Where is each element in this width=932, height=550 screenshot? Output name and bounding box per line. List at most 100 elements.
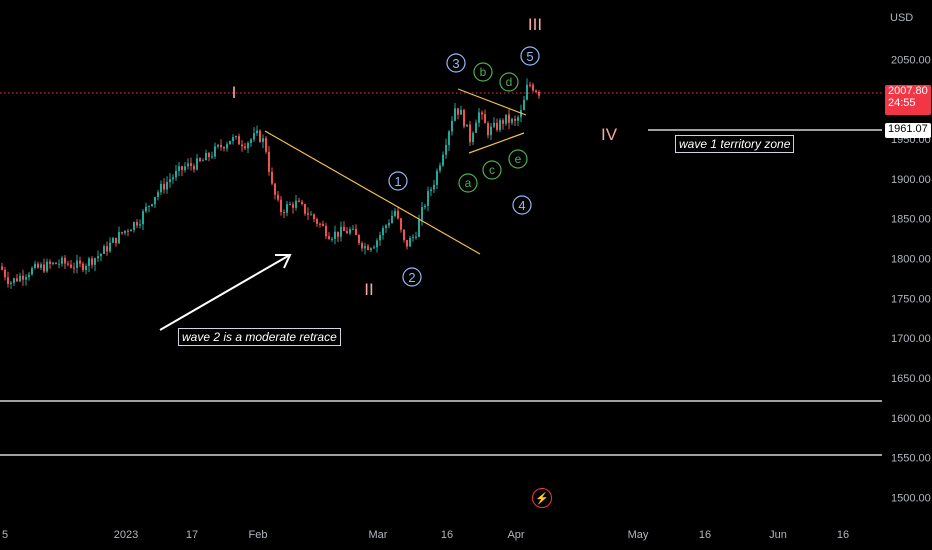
candle-body — [355, 228, 357, 235]
candle-body — [433, 184, 435, 190]
triangle-label-a: a — [458, 173, 478, 193]
candle-body — [373, 247, 375, 249]
candle-body — [97, 256, 99, 259]
candle-body — [127, 230, 129, 232]
territory-note[interactable]: wave 1 territory zone — [675, 135, 795, 153]
candle-body — [292, 204, 294, 208]
candle-body — [70, 264, 72, 268]
candle-body — [532, 84, 534, 91]
candle-body — [382, 227, 384, 236]
candle-body — [511, 119, 513, 123]
y-tick-label: 1850.00 — [891, 214, 931, 226]
candle-body — [238, 136, 240, 145]
candle-body — [406, 240, 408, 247]
svg-text:d: d — [506, 75, 513, 89]
candle-body — [271, 171, 273, 184]
wave-circle-3: 3 — [446, 53, 466, 73]
lightning-alert-icon[interactable]: ⚡ — [532, 488, 552, 508]
candle-body — [460, 109, 462, 115]
candle-body — [358, 234, 360, 244]
candle-body — [103, 246, 105, 254]
candle-body — [280, 199, 282, 213]
candle-body — [184, 166, 186, 170]
triangle-upper-line[interactable] — [457, 88, 527, 116]
wave2-trendline[interactable] — [264, 130, 481, 255]
candle-body — [55, 262, 57, 265]
svg-text:e: e — [515, 152, 522, 166]
wave-label-II: II — [364, 280, 373, 299]
candle-body — [376, 240, 378, 248]
candle-body — [430, 189, 432, 192]
candle-body — [37, 263, 39, 268]
candle-body — [10, 282, 12, 284]
candle-body — [307, 213, 309, 215]
triangle-lower-line[interactable] — [468, 132, 525, 154]
y-tick-label: 1550.00 — [891, 453, 931, 465]
triangle-label-c: c — [482, 160, 502, 180]
candle-body — [208, 153, 210, 158]
candle-body — [130, 229, 132, 232]
candle-body — [160, 183, 162, 193]
candle-body — [181, 166, 183, 170]
x-tick-label: Feb — [249, 529, 268, 541]
candle-body — [427, 191, 429, 206]
x-tick-label: 16 — [837, 529, 849, 541]
candle-body — [472, 132, 474, 143]
candle-body — [304, 204, 306, 214]
arrow-line[interactable] — [159, 255, 289, 331]
candle-body — [121, 231, 123, 234]
candle-body — [394, 210, 396, 216]
candle-body — [220, 144, 222, 148]
candle-body — [172, 177, 174, 180]
candle-body — [262, 138, 264, 142]
candle-body — [481, 112, 483, 115]
candle-body — [34, 263, 36, 269]
candle-body — [445, 144, 447, 155]
y-tick-label: 1600.00 — [891, 413, 931, 425]
candle-body — [205, 153, 207, 161]
candle-body — [190, 163, 192, 166]
svg-text:b: b — [480, 65, 487, 79]
candle-body — [175, 170, 177, 178]
territory-note-text: wave 1 territory zone — [679, 137, 791, 151]
candle-body — [244, 146, 246, 149]
candle-body — [112, 237, 114, 243]
candle-body — [73, 267, 75, 269]
x-axis-ticks: 5 2023 17 Feb Mar 16 Apr May 16 Jun 16 — [2, 529, 849, 541]
y-tick-label: 2050.00 — [891, 54, 931, 66]
wave2-note-text: wave 2 is a moderate retrace — [182, 330, 337, 344]
arrow-head-icon — [275, 254, 292, 269]
candle-body — [439, 165, 441, 171]
y-tick-label: 1700.00 — [891, 333, 931, 345]
wave-label-III: III — [528, 15, 542, 34]
x-tick-label: 5 — [2, 529, 8, 541]
svg-text:c: c — [489, 163, 495, 177]
x-tick-label: 17 — [186, 529, 198, 541]
candle-body — [310, 214, 312, 216]
candle-body — [517, 117, 519, 121]
candle-body — [328, 236, 330, 240]
candle-body — [139, 224, 141, 226]
candle-body — [25, 277, 27, 280]
wave-label-IV: IV — [601, 125, 618, 144]
candle-body — [7, 277, 9, 284]
candle-body — [454, 108, 456, 121]
candle-body — [346, 231, 348, 234]
candle-body — [91, 258, 93, 265]
candle-body — [88, 258, 90, 267]
candle-body — [286, 204, 288, 213]
candle-body — [268, 151, 270, 172]
candle-body — [61, 257, 63, 264]
svg-text:1: 1 — [394, 174, 401, 189]
candle-body — [337, 231, 339, 237]
candle-body — [58, 263, 60, 265]
candle-body — [43, 264, 45, 272]
candle-body — [148, 205, 150, 207]
candle-body — [76, 260, 78, 268]
wave2-note[interactable]: wave 2 is a moderate retrace — [178, 328, 341, 346]
candle-body — [331, 238, 333, 240]
x-tick-label: 16 — [699, 529, 711, 541]
candle-body — [340, 226, 342, 237]
candle-body — [115, 237, 117, 244]
